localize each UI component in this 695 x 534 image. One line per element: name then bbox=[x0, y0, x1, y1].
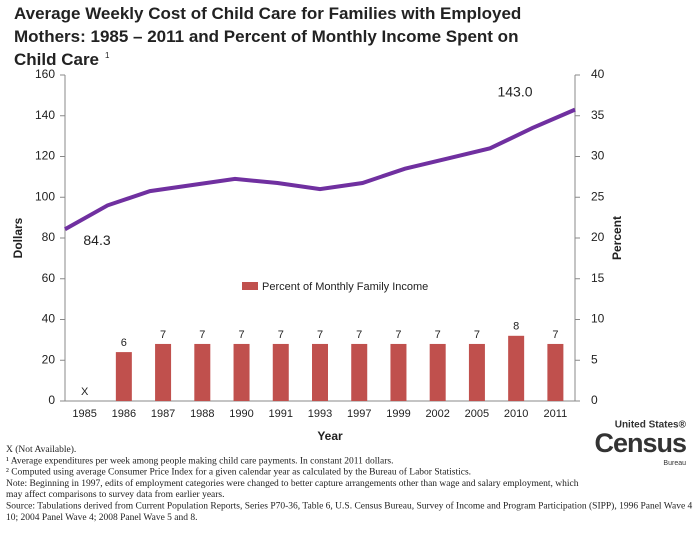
x-axis-label: Year bbox=[317, 429, 343, 443]
bar bbox=[155, 343, 172, 401]
y-tick-label: 80 bbox=[42, 230, 56, 244]
bar-value-label: 7 bbox=[356, 329, 362, 341]
y-tick-label: 140 bbox=[35, 108, 55, 122]
y2-tick-label: 35 bbox=[591, 108, 605, 122]
x-tick-label: 1997 bbox=[347, 408, 371, 420]
x-tick-label: 2011 bbox=[544, 408, 568, 420]
bar-value-label: 7 bbox=[199, 329, 205, 341]
x-tick-label: 2010 bbox=[504, 408, 528, 420]
logo: United States® Census Bureau bbox=[594, 420, 687, 467]
logo-main: Census bbox=[594, 428, 686, 458]
x-tick-label: 1990 bbox=[229, 408, 253, 420]
x-tick-label: 2005 bbox=[465, 408, 489, 420]
logo-bottom: Bureau bbox=[663, 460, 686, 467]
bar-value-label: 7 bbox=[160, 329, 166, 341]
y2-tick-label: 30 bbox=[591, 149, 605, 163]
y2-axis-label: Percent bbox=[610, 216, 624, 260]
footnote: 10; 2004 Panel Wave 4; 2008 Panel Wave 5… bbox=[6, 513, 198, 523]
bar-value-label: 7 bbox=[317, 329, 323, 341]
y-tick-label: 60 bbox=[42, 271, 56, 285]
x-tick-label: 1988 bbox=[190, 408, 214, 420]
bar-value-label: 7 bbox=[395, 329, 401, 341]
chart-title: Child Care bbox=[14, 50, 99, 69]
x-tick-label: 1986 bbox=[112, 408, 136, 420]
x-tick-label: 1987 bbox=[151, 408, 175, 420]
bar bbox=[429, 343, 446, 401]
y-tick-label: 0 bbox=[48, 393, 55, 407]
bar-value-label: 7 bbox=[552, 329, 558, 341]
bar bbox=[272, 343, 289, 401]
bar-value-label: 6 bbox=[121, 337, 127, 349]
x-tick-label: 1999 bbox=[386, 408, 410, 420]
bar-value-label: X bbox=[81, 386, 89, 398]
y-tick-label: 160 bbox=[35, 67, 55, 81]
bar bbox=[351, 343, 368, 401]
bar-value-label: 7 bbox=[474, 329, 480, 341]
title-note: 1 bbox=[105, 51, 110, 60]
bar bbox=[508, 335, 525, 401]
y-tick-label: 100 bbox=[35, 189, 55, 203]
x-tick-label: 1993 bbox=[308, 408, 332, 420]
footnote: may affect comparisons to survey data fr… bbox=[6, 489, 225, 500]
bar bbox=[312, 343, 328, 401]
chart-title: Average Weekly Cost of Child Care for Fa… bbox=[14, 4, 521, 23]
y2-tick-label: 25 bbox=[591, 189, 605, 203]
line-value-label: 143.0 bbox=[497, 83, 532, 99]
bar bbox=[233, 343, 250, 401]
line-value-label: 84.3 bbox=[83, 232, 110, 248]
y2-tick-label: 5 bbox=[591, 352, 598, 366]
y2-tick-label: 20 bbox=[591, 230, 605, 244]
bar bbox=[115, 352, 132, 401]
bar bbox=[547, 343, 564, 401]
bar-value-label: 7 bbox=[278, 329, 284, 341]
bar bbox=[468, 343, 485, 401]
x-tick-label: 1985 bbox=[72, 408, 96, 420]
bar-value-label: 7 bbox=[435, 329, 441, 341]
chart-title: Mothers: 1985 – 2011 and Percent of Mont… bbox=[14, 27, 518, 46]
bar-value-label: 7 bbox=[238, 329, 244, 341]
legend-label: Percent of Monthly Family Income bbox=[262, 281, 428, 293]
footnote: ¹ Average expenditures per week among pe… bbox=[6, 456, 393, 466]
logo-top: United States® bbox=[615, 420, 687, 431]
y2-tick-label: 40 bbox=[591, 67, 605, 81]
bar bbox=[390, 343, 407, 401]
y2-tick-label: 10 bbox=[591, 312, 605, 326]
x-tick-label: 2002 bbox=[425, 408, 449, 420]
y2-tick-label: 15 bbox=[591, 271, 605, 285]
y-tick-label: 40 bbox=[42, 312, 56, 326]
footnote: Note: Beginning in 1997, edits of employ… bbox=[6, 478, 579, 489]
bar-value-label: 8 bbox=[513, 321, 519, 333]
x-tick-label: 1991 bbox=[269, 408, 293, 420]
footnote: X (Not Available). bbox=[6, 444, 76, 455]
legend-swatch bbox=[242, 282, 258, 290]
bar bbox=[194, 343, 211, 401]
y-axis-label: Dollars bbox=[11, 217, 25, 258]
footnote: ² Computed using average Consumer Price … bbox=[6, 467, 471, 478]
line bbox=[64, 107, 576, 231]
y2-tick-label: 0 bbox=[591, 393, 598, 407]
y-tick-label: 20 bbox=[42, 352, 56, 366]
footnote: Source: Tabulations derived from Current… bbox=[6, 501, 695, 512]
y-tick-label: 120 bbox=[35, 149, 55, 163]
